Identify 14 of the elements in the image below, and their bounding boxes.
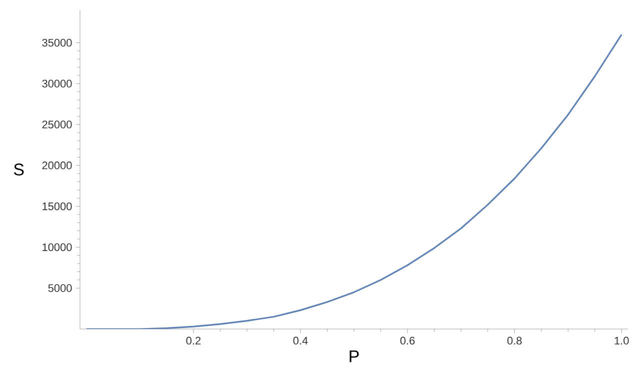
y-tick-label: 35000 [42, 38, 72, 47]
x-tick-label: 0.4 [293, 336, 308, 345]
y-axis-title: S [14, 164, 24, 176]
y-tick-label: 10000 [42, 243, 72, 252]
y-tick-label: 5000 [48, 284, 72, 292]
x-tick-label: 1.0 [614, 336, 629, 345]
y-tick-label: 25000 [42, 120, 72, 128]
y-tick-label: 20000 [42, 162, 72, 170]
x-tick-label: 0.8 [507, 336, 522, 345]
x-tick-label: 0.2 [186, 336, 201, 345]
y-tick-label: 15000 [42, 202, 72, 210]
y-tick-label: 30000 [42, 80, 72, 88]
x-tick-label: 0.6 [400, 336, 415, 345]
x-axis-title: P [350, 350, 359, 362]
